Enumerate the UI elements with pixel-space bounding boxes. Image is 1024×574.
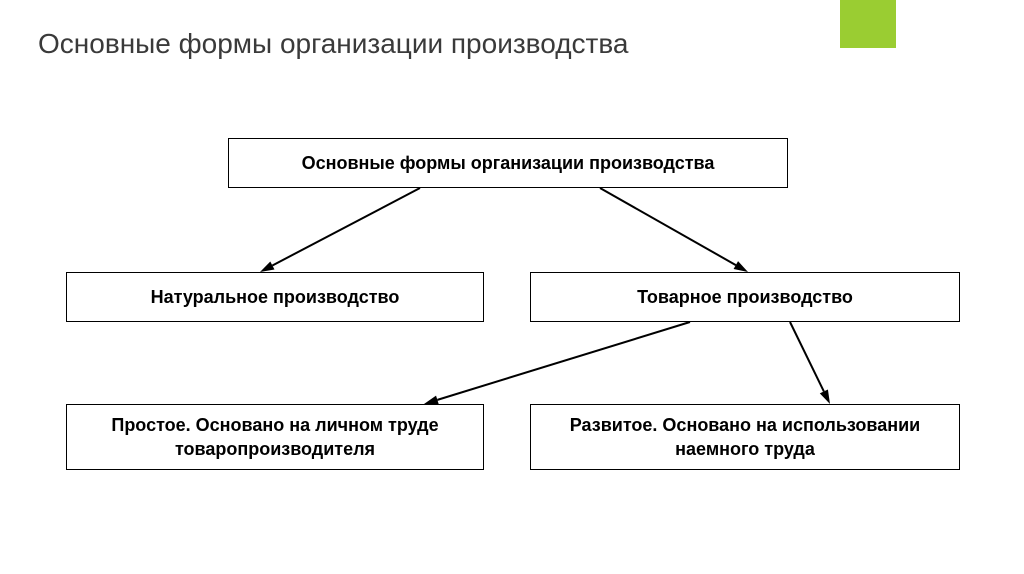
node-commodity-production: Товарное производство (530, 272, 960, 322)
node-natural-production: Натуральное производство (66, 272, 484, 322)
node-developed: Развитое. Основано на использовании наем… (530, 404, 960, 470)
node-root: Основные формы организации производства (228, 138, 788, 188)
slide: Основные формы организации производства … (0, 0, 1024, 574)
accent-square (840, 0, 896, 48)
page-title: Основные формы организации производства (38, 28, 629, 60)
node-simple: Простое. Основано на личном труде товаро… (66, 404, 484, 470)
